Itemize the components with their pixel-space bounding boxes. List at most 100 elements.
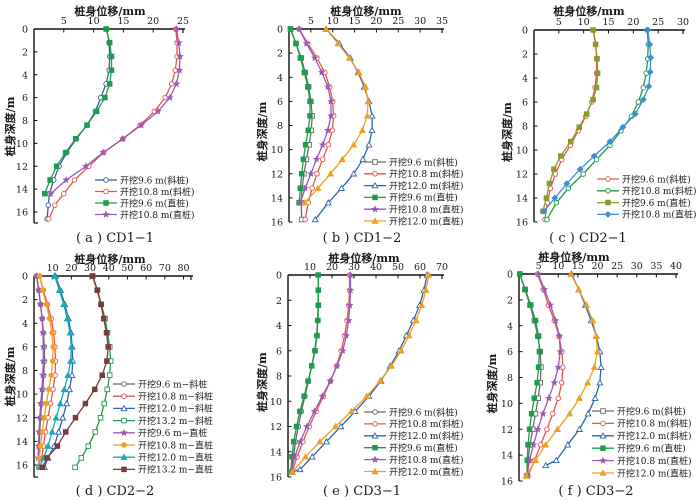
legend-item: 开挖10.8 m(直桩): [364, 204, 463, 216]
y-tick-label: 16: [16, 208, 28, 219]
data-point: [315, 302, 322, 309]
legend-label: 开挖10.8 m−直桩: [138, 439, 213, 451]
legend-marker: [103, 200, 109, 206]
data-point: [584, 409, 592, 417]
legend-marker: [372, 409, 378, 415]
x-tick-label: 20: [147, 16, 159, 27]
y-tick-label: 6: [507, 347, 513, 358]
legend-marker: [372, 444, 378, 451]
data-point: [646, 68, 654, 76]
legend: 开挖9.6 m(斜桩)开挖10.8 m(斜桩)开挖12.0 m(斜桩)开挖9.6…: [364, 156, 463, 227]
legend-label: 开挖12.0 m−斜桩: [138, 403, 213, 415]
series-line: [292, 274, 428, 473]
data-point: [307, 113, 313, 119]
data-point: [324, 126, 332, 134]
data-point: [100, 315, 107, 322]
data-point: [558, 153, 564, 159]
y-axis-title: 桩身深度/m: [500, 102, 514, 162]
data-point: [326, 170, 335, 177]
legend-item: 开挖10.8 m(斜桩): [597, 185, 696, 197]
chart-panel-a: 5 10 15 20 25 0 2 4 6 8 10 12 14 16 桩身位移/mm 桩身深度/m 开挖9.6…: [3, 4, 194, 246]
data-point: [102, 94, 108, 101]
data-point: [338, 155, 346, 162]
legend-item: 开挖9.6 m(斜桩): [592, 405, 686, 417]
legend-marker: [120, 404, 128, 412]
legend-item: 开挖12.0 m(直桩): [364, 215, 463, 227]
legend-marker: [121, 442, 127, 448]
x-tick-label: 5: [61, 16, 67, 27]
data-point: [59, 414, 67, 421]
data-point: [310, 53, 319, 62]
legend-marker: [121, 466, 127, 473]
data-point: [312, 348, 318, 354]
x-tick-label: 35: [436, 16, 448, 27]
legend-label: 开挖9.6 m(直桩): [120, 197, 189, 209]
legend-marker: [605, 176, 611, 182]
data-point: [45, 202, 52, 208]
data-point: [99, 148, 107, 156]
data-point: [99, 372, 105, 378]
data-point: [176, 52, 184, 60]
data-point: [325, 142, 332, 148]
data-point: [318, 392, 327, 400]
x-tick-label: 20: [627, 17, 639, 28]
data-point: [551, 194, 559, 202]
data-point: [168, 81, 175, 87]
data-point: [363, 112, 371, 119]
data-point: [48, 372, 54, 378]
data-point: [593, 84, 600, 91]
data-point: [337, 184, 346, 191]
x-tick-label: 50: [121, 263, 133, 274]
data-point: [305, 84, 311, 90]
legend-label: 开挖10.8 m(斜桩): [617, 418, 691, 430]
data-point: [345, 54, 353, 61]
x-tick-label: 70: [436, 262, 448, 273]
data-point: [43, 400, 50, 407]
data-point: [72, 136, 79, 142]
x-tick-label: 15: [602, 17, 614, 28]
data-point: [72, 415, 79, 421]
data-point: [54, 443, 61, 449]
data-point: [576, 165, 584, 173]
y-tick-label: 16: [271, 218, 283, 229]
data-point: [522, 472, 530, 479]
x-tick-label: 5: [536, 261, 542, 272]
x-tick-label: 15: [572, 261, 584, 272]
y-tick-label: 16: [501, 477, 513, 488]
data-point: [631, 110, 639, 118]
data-point: [287, 26, 294, 32]
legend-marker: [372, 194, 378, 201]
data-point: [534, 379, 540, 386]
legend-marker: [121, 381, 127, 387]
x-tick-label: 25: [652, 17, 664, 28]
x-tick-label: 15: [349, 16, 361, 27]
chart-panel-f: 5 10 15 20 25 30 35 40 0 2 4 6 8 10 12 14 16 桩身位移/mm 桩身深度/…: [485, 250, 691, 499]
data-point: [46, 386, 52, 393]
y-tick-label: 10: [16, 139, 28, 150]
data-point: [49, 329, 55, 336]
y-tick-label: 2: [277, 49, 283, 60]
legend-label: 开挖10.8 m−斜桩: [138, 391, 213, 403]
y-tick-label: 0: [277, 25, 283, 36]
data-point: [166, 93, 174, 101]
y-tick-label: 12: [16, 162, 28, 173]
data-point: [106, 39, 113, 46]
series-4: [287, 272, 322, 475]
legend-label: 开挖12.0 m(斜桩): [389, 180, 463, 192]
legend-label: 开挖12.0 m(直桩): [389, 215, 463, 227]
data-point: [537, 442, 544, 448]
data-point: [315, 317, 321, 324]
legend-item: 开挖9.6 m(斜桩): [364, 156, 458, 168]
y-tick-label: 4: [277, 73, 283, 84]
data-point: [297, 408, 303, 415]
data-point: [592, 332, 600, 339]
data-point: [590, 96, 596, 103]
legend-marker: [121, 393, 127, 399]
y-tick-label: 14: [16, 185, 28, 196]
data-point: [359, 155, 367, 162]
data-point: [298, 170, 305, 177]
data-point: [560, 364, 566, 370]
y-tick-label: 2: [507, 295, 513, 306]
y-axis-title: 桩身深度/m: [3, 96, 17, 156]
data-point: [82, 162, 90, 170]
